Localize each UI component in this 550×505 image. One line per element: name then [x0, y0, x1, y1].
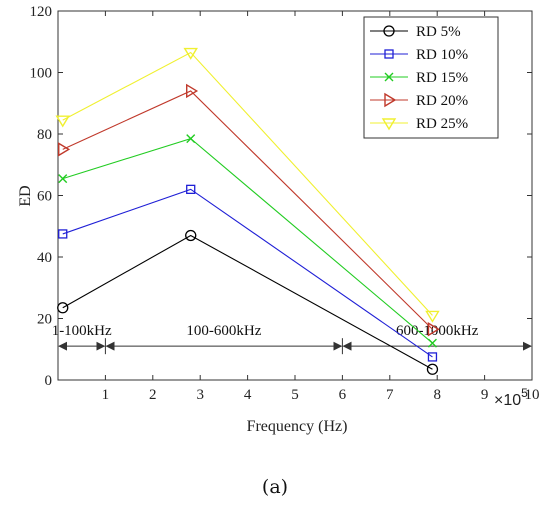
series-line: [62, 137, 433, 344]
legend-label: RD 20%: [416, 93, 468, 109]
x-multiplier-exponent: 5: [521, 386, 528, 400]
data-point: [186, 83, 199, 99]
x-tick-label: 5: [291, 387, 299, 403]
data-point: [384, 92, 397, 108]
x-tick-labels: 1 2 3 4 5 6 7 8 9 10: [102, 387, 540, 403]
legend-item: RD 20%: [370, 92, 468, 109]
legend-label: RD 25%: [416, 116, 468, 132]
y-tick-label: 80: [37, 127, 52, 143]
frequency-bands: 1-100kHz 100-600kHz 600-1000kHz: [52, 323, 533, 355]
data-point: [427, 322, 440, 337]
series-square: [58, 184, 438, 362]
data-point: [384, 49, 394, 59]
x-tick-label: 9: [481, 387, 489, 403]
y-tick-label: 0: [45, 373, 53, 389]
series-line: [62, 51, 433, 316]
series-line: [62, 90, 433, 330]
series-circle: [57, 229, 439, 375]
y-tick-label: 40: [37, 250, 52, 266]
x-tick-label: 4: [244, 387, 252, 403]
data-point: [58, 229, 68, 239]
series-triangle-right: [58, 83, 440, 337]
data-point: [58, 142, 71, 157]
y-tick-label: 100: [30, 66, 53, 82]
x-multiplier-base: ×10: [494, 392, 521, 409]
data-point: [57, 302, 69, 314]
x-tick-label: 10: [525, 387, 540, 403]
legend-item: RD 10%: [370, 47, 468, 63]
data-point: [186, 184, 196, 195]
x-multiplier: ×105: [494, 386, 528, 409]
data-point: [426, 363, 439, 375]
y-tick-labels: 0 20 40 60 80 100 120: [30, 4, 53, 389]
x-tick-label: 1: [102, 387, 110, 403]
data-point: [183, 47, 198, 60]
data-point: [384, 72, 394, 82]
data-point: [427, 338, 437, 348]
legend-label: RD 5%: [416, 24, 461, 40]
x-tick-label: 7: [386, 387, 394, 403]
y-tick-label: 120: [30, 4, 53, 20]
band-label: 1-100kHz: [52, 323, 112, 339]
data-point: [186, 134, 196, 144]
legend-label: RD 15%: [416, 70, 468, 86]
x-tick-label: 6: [339, 387, 347, 403]
series-triangle-down: [55, 47, 440, 323]
y-tick-label: 60: [37, 189, 52, 205]
legend-item: RD 5%: [370, 24, 461, 40]
axis-ticks: [58, 10, 533, 381]
x-axis-title: Frequency (Hz): [247, 418, 348, 435]
series-line: [62, 188, 433, 358]
series-layer: [55, 47, 440, 375]
data-point: [185, 229, 197, 242]
x-tick-label: 2: [149, 387, 157, 403]
x-tick-label: 3: [196, 387, 204, 403]
data-point: [55, 115, 70, 128]
legend-item: RD 15%: [370, 70, 468, 86]
band-label: 600-1000kHz: [396, 323, 479, 339]
y-tick-label: 20: [37, 312, 52, 328]
data-point: [425, 310, 440, 323]
legend-item: RD 25%: [370, 116, 468, 132]
data-point: [427, 352, 438, 362]
legend: RD 5% RD 10% RD 15% RD 20% RD 25%: [363, 16, 499, 139]
data-point: [383, 25, 395, 37]
panel-label: (a): [262, 476, 288, 498]
data-point: [381, 118, 397, 131]
y-axis-title: ED: [17, 185, 34, 206]
series-line: [62, 234, 433, 370]
legend-label: RD 10%: [416, 47, 468, 63]
series-x: [58, 134, 437, 348]
data-point: [58, 174, 68, 184]
x-tick-label: 8: [433, 387, 441, 403]
band-label: 100-600kHz: [186, 323, 261, 339]
